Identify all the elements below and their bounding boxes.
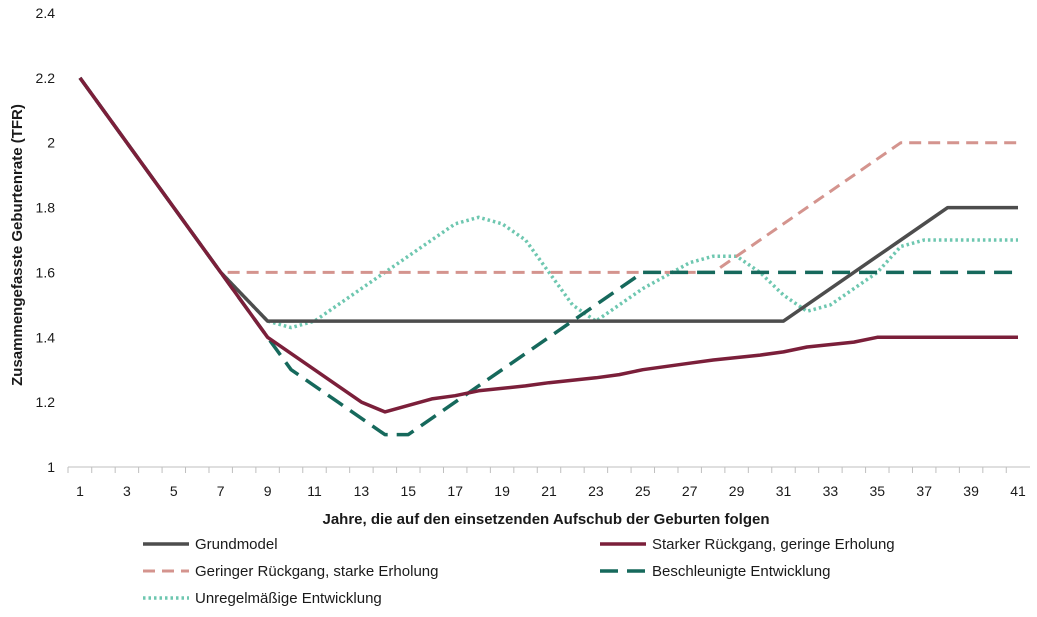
y-axis-title: Zusammengefasste Geburtenrate (TFR) — [9, 104, 26, 386]
x-tick-label: 39 — [963, 483, 979, 499]
legend-label: Geringer Rückgang, starke Erholung — [195, 563, 438, 580]
x-tick-label: 1 — [76, 483, 84, 499]
y-tick-label: 1.4 — [36, 329, 56, 345]
y-axis-ticks: 1 1.2 1.4 1.6 1.8 2 2.2 2.4 — [36, 5, 56, 475]
y-tick-label: 1 — [47, 459, 55, 475]
legend-label: Unregelmäßige Entwicklung — [195, 590, 382, 607]
x-tick-label: 29 — [729, 483, 745, 499]
x-tick-label: 41 — [1010, 483, 1026, 499]
x-tick-label: 27 — [682, 483, 698, 499]
y-tick-label: 1.2 — [36, 394, 56, 410]
legend-label: Starker Rückgang, geringe Erholung — [652, 536, 895, 553]
x-tick-label: 31 — [776, 483, 792, 499]
x-tick-label: 33 — [823, 483, 839, 499]
y-tick-label: 2.4 — [36, 5, 56, 21]
x-tick-label: 5 — [170, 483, 178, 499]
y-tick-label: 1.6 — [36, 264, 56, 280]
x-tick-label: 21 — [541, 483, 557, 499]
y-tick-label: 1.8 — [36, 200, 56, 216]
x-tick-label: 25 — [635, 483, 651, 499]
x-tick-label: 17 — [447, 483, 463, 499]
x-tick-label: 19 — [494, 483, 510, 499]
x-tick-label: 37 — [916, 483, 932, 499]
legend-label: Grundmodel — [195, 536, 278, 553]
x-axis-title: Jahre, die auf den einsetzenden Aufschub… — [322, 511, 769, 528]
x-tick-label: 13 — [354, 483, 370, 499]
x-tick-label: 3 — [123, 483, 131, 499]
x-axis-ticks: 1 3 5 7 9 11 13 15 17 19 21 23 25 27 29 31 33 35 37 39 41 — [67, 467, 1026, 499]
x-tick-label: 15 — [401, 483, 417, 499]
x-tick-label: 23 — [588, 483, 604, 499]
y-tick-label: 2.2 — [36, 70, 56, 86]
x-tick-label: 11 — [307, 483, 322, 499]
legend: Grundmodel Starker Rückgang, geringe Erho… — [143, 536, 895, 607]
legend-label: Beschleunigte Entwicklung — [652, 563, 830, 580]
x-tick-label: 7 — [217, 483, 225, 499]
series-line-1 — [78, 76, 1018, 414]
series-line-4 — [78, 76, 1018, 330]
x-tick-label: 35 — [870, 483, 886, 499]
series-line-0 — [78, 76, 1018, 323]
y-tick-label: 2 — [47, 135, 55, 151]
series-line-2 — [78, 77, 1018, 274]
x-tick-label: 9 — [264, 483, 272, 499]
series-layer — [78, 76, 1018, 437]
